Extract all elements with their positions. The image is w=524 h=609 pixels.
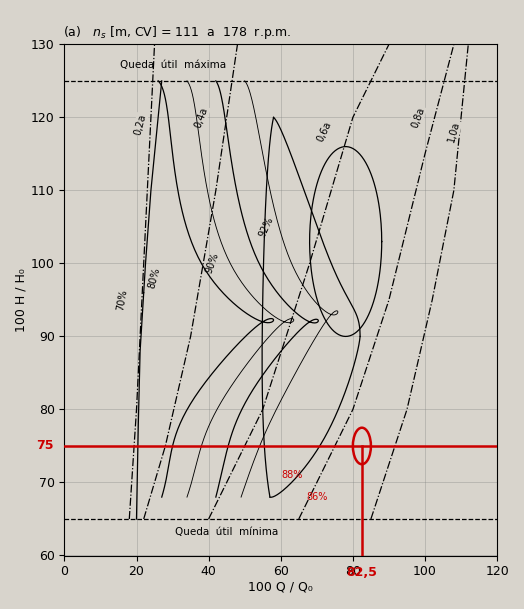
Text: 92%: 92% [257, 215, 276, 239]
Text: 82,5: 82,5 [346, 566, 377, 579]
Text: 0,2a: 0,2a [133, 113, 148, 136]
Text: 70%: 70% [115, 289, 129, 311]
X-axis label: 100 Q / Q₀: 100 Q / Q₀ [248, 581, 313, 594]
Text: 90%: 90% [204, 252, 221, 275]
Text: Queda  útil  mínima: Queda útil mínima [175, 527, 278, 537]
Text: Queda  útil  máxima: Queda útil máxima [119, 60, 226, 70]
Y-axis label: 100 H / H₀: 100 H / H₀ [15, 268, 28, 332]
Text: (a)   $n_s$ [m, CV] = 111  a  178  r.p.m.: (a) $n_s$ [m, CV] = 111 a 178 r.p.m. [63, 24, 291, 41]
Text: 0,8a: 0,8a [409, 105, 426, 129]
Text: 0,6a: 0,6a [315, 120, 333, 144]
Text: 86%: 86% [306, 492, 328, 502]
Text: 75: 75 [36, 440, 53, 452]
Text: 88%: 88% [281, 470, 302, 480]
Text: 0,4a: 0,4a [193, 105, 210, 129]
Text: 1,0a: 1,0a [446, 121, 462, 144]
Text: 80%: 80% [147, 266, 162, 290]
